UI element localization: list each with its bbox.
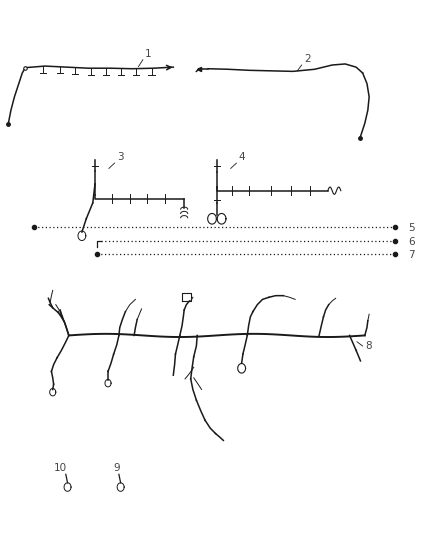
Text: 10: 10 — [53, 463, 67, 473]
Text: 5: 5 — [408, 223, 415, 233]
Text: 2: 2 — [304, 54, 311, 64]
Text: 6: 6 — [408, 237, 415, 247]
Text: 7: 7 — [408, 250, 415, 260]
Text: 4: 4 — [239, 152, 245, 163]
Text: 8: 8 — [365, 341, 371, 351]
Text: 1: 1 — [145, 49, 152, 59]
Text: 9: 9 — [113, 463, 120, 473]
Text: 3: 3 — [117, 152, 124, 163]
